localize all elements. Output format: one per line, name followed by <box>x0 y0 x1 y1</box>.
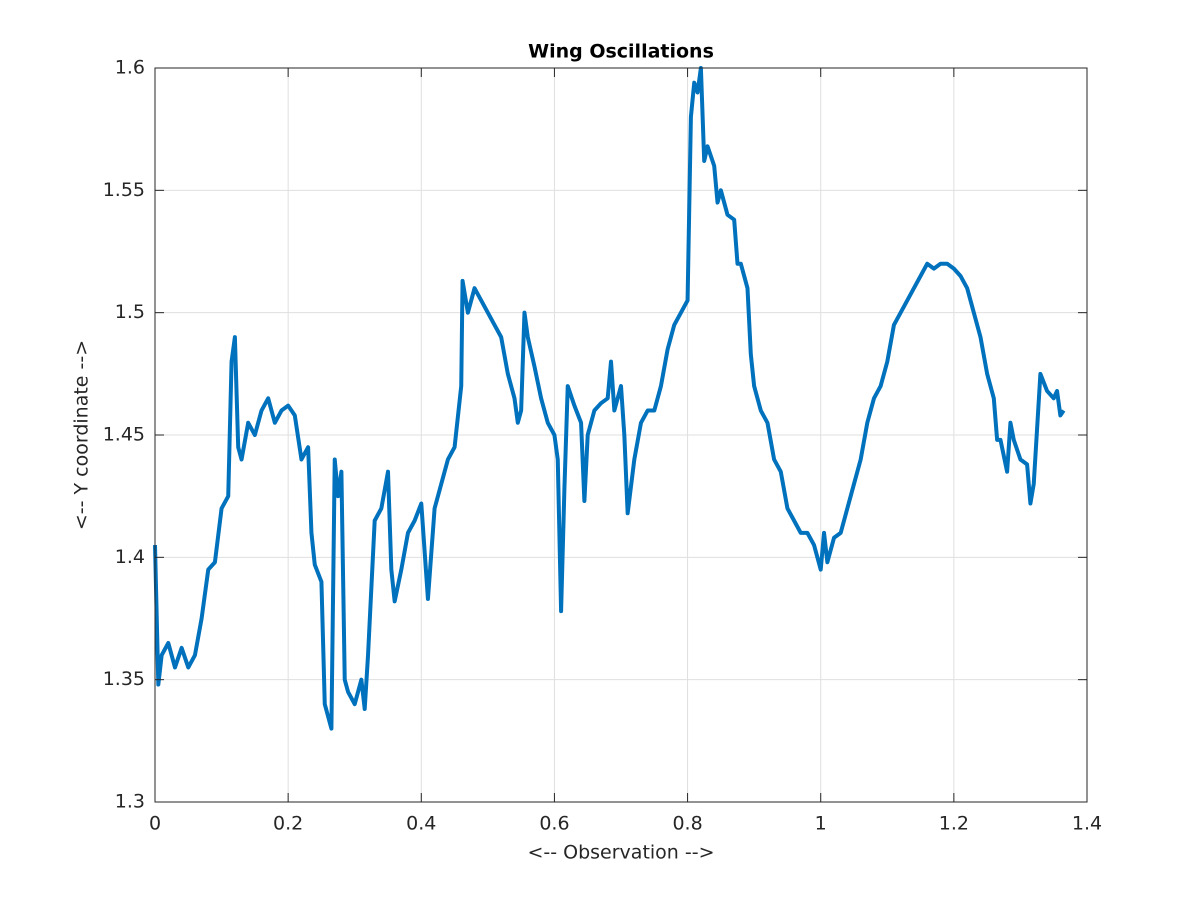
y-tick-label: 1.45 <box>103 424 145 446</box>
x-axis-label: <-- Observation --> <box>527 842 714 864</box>
x-tick-label: 0.2 <box>273 813 303 835</box>
x-tick-label: 1 <box>815 813 827 835</box>
y-tick-label: 1.3 <box>115 791 145 813</box>
y-axis-label: <-- Y coordinate --> <box>71 340 93 530</box>
data-line <box>153 66 1066 731</box>
y-tick-label: 1.4 <box>115 546 145 568</box>
x-tick-label: 0.6 <box>539 813 569 835</box>
ticks: 0 0.2 0.4 0.6 0.8 1 1.2 1.4 1.3 1.35 1.4 1.45 1.5 1.5… <box>103 57 1102 835</box>
y-tick-label: 1.6 <box>115 57 145 79</box>
x-tick-label: 1.2 <box>939 813 969 835</box>
y-tick-label: 1.35 <box>103 668 145 690</box>
lines <box>153 66 1066 731</box>
chart-title: Wing Oscillations <box>528 41 714 63</box>
y-tick-label: 1.55 <box>103 179 145 201</box>
x-tick-label: 1.4 <box>1072 813 1102 835</box>
x-tick-label: 0 <box>149 813 161 835</box>
x-tick-label: 0.8 <box>672 813 702 835</box>
x-tick-label: 0.4 <box>406 813 436 835</box>
y-tick-label: 1.5 <box>115 301 145 323</box>
